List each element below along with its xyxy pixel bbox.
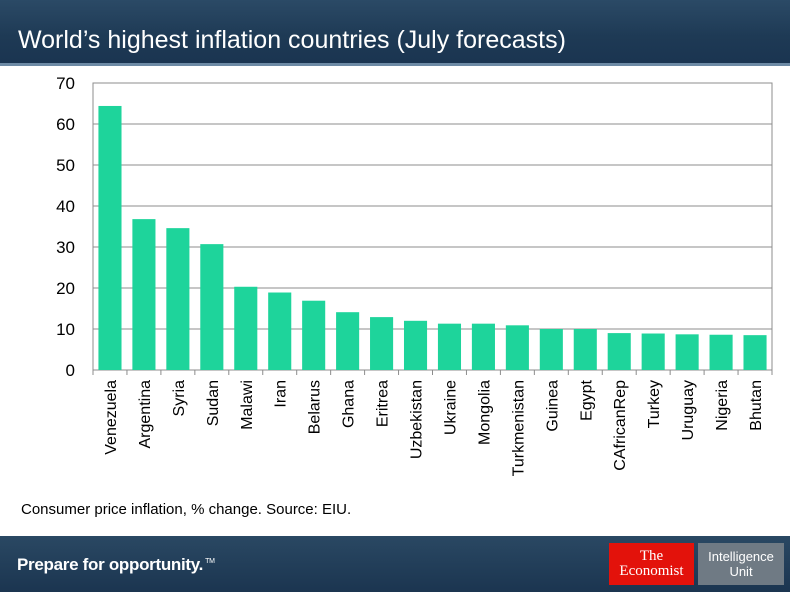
- bar-ukraine: [437, 323, 462, 370]
- y-tick-label: 20: [56, 279, 75, 298]
- tagline-text: Prepare for opportunity.: [17, 555, 204, 574]
- bar-eritrea: [370, 317, 394, 370]
- x-tick-label: Belarus: [307, 380, 324, 434]
- y-tick-label: 0: [66, 361, 75, 380]
- y-tick-label: 50: [56, 156, 75, 175]
- x-tick-label: Argentina: [137, 380, 154, 449]
- economist-logo-line1: The: [639, 548, 664, 564]
- x-tick-label: Turkey: [646, 380, 663, 428]
- x-tick-label: CAfricanRep: [612, 380, 629, 471]
- bar-syria: [166, 228, 190, 370]
- y-tick-label: 40: [56, 197, 75, 216]
- x-tick-label: Ghana: [341, 380, 358, 428]
- bar-uruguay: [675, 334, 699, 370]
- bar-ghana: [336, 312, 360, 370]
- bar-malawi: [234, 286, 258, 370]
- x-tick-label: Turkmenistan: [510, 380, 527, 476]
- trademark-mark: TM: [205, 558, 215, 566]
- bar-turkmenistan: [505, 325, 529, 370]
- bar-bhutan: [743, 335, 767, 370]
- bar-nigeria: [709, 334, 733, 370]
- bar-sudan: [200, 244, 224, 370]
- x-tick-label: Guinea: [544, 380, 561, 432]
- footer-bar: Prepare for opportunity. TM The Economist…: [0, 536, 790, 592]
- economist-logo: The Economist: [609, 543, 694, 585]
- eiu-logo-line2: Unit: [729, 564, 753, 579]
- x-tick-label: Sudan: [205, 380, 222, 426]
- x-tick-label: Ukraine: [442, 380, 459, 435]
- y-tick-label: 60: [56, 115, 75, 134]
- page-title: World’s highest inflation countries (Jul…: [18, 26, 566, 54]
- x-tick-label: Iran: [273, 380, 290, 408]
- bar-mongolia: [471, 323, 495, 370]
- footer-tagline: Prepare for opportunity. TM: [17, 555, 215, 575]
- bar-belarus: [302, 300, 326, 370]
- eiu-logo: Intelligence Unit: [698, 543, 784, 585]
- x-tick-label: Mongolia: [476, 380, 493, 445]
- y-tick-label: 70: [56, 74, 75, 93]
- x-tick-label: Bhutan: [748, 380, 765, 431]
- chart-caption: Consumer price inflation, % change. Sour…: [21, 501, 352, 518]
- x-tick-label: Nigeria: [714, 380, 731, 431]
- x-tick-label: Egypt: [578, 379, 595, 420]
- x-tick-label: Uzbekistan: [409, 380, 426, 459]
- bar-cafricanrep: [607, 333, 631, 370]
- x-tick-label: Venezuela: [103, 380, 120, 455]
- bar-egypt: [573, 329, 597, 370]
- economist-logo-line2: Economist: [619, 563, 684, 579]
- plot-frame: [92, 82, 773, 371]
- header-bar: World’s highest inflation countries (Jul…: [0, 0, 790, 66]
- eiu-logo-line1: Intelligence: [708, 549, 774, 564]
- inflation-bar-chart: 0 10 20 30 40 50 60 70 Venezuela Argentina Syria Su…: [56, 74, 773, 476]
- bar-turkey: [641, 333, 665, 370]
- x-tick-label: Eritrea: [375, 380, 392, 427]
- bar-uzbekistan: [403, 320, 428, 370]
- x-tick-label: Syria: [171, 380, 188, 417]
- x-tick-label: Malawi: [239, 380, 256, 430]
- bar-guinea: [539, 329, 563, 370]
- bar-argentina: [132, 219, 156, 370]
- bar-iran: [268, 292, 292, 370]
- y-tick-label: 10: [56, 320, 75, 339]
- x-tick-label: Uruguay: [680, 380, 697, 440]
- y-tick-label: 30: [56, 238, 75, 257]
- bar-venezuela: [98, 105, 122, 371]
